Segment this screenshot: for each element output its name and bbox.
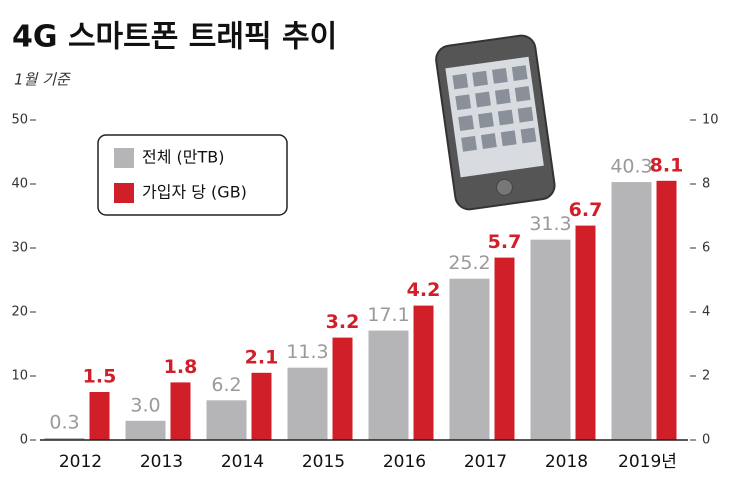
bar <box>332 337 353 440</box>
value-label: 1.5 <box>83 366 117 388</box>
bar <box>251 372 272 440</box>
value-label: 6.7 <box>569 199 603 221</box>
legend-swatch <box>114 183 134 203</box>
bar <box>449 278 490 440</box>
value-label: 25.2 <box>448 252 490 274</box>
y2-tick-label: 4 <box>702 305 710 320</box>
x-tick-label: 2012 <box>59 452 102 472</box>
bar <box>125 420 166 440</box>
value-label: 0.3 <box>49 412 79 434</box>
value-label: 3.0 <box>130 394 160 416</box>
bar <box>494 257 515 440</box>
bar <box>413 305 434 440</box>
x-tick-label: 2015 <box>302 452 345 472</box>
legend-box <box>97 134 288 216</box>
x-tick-label: 2018 <box>545 452 588 472</box>
y-tick-label: 50 <box>11 113 28 128</box>
value-label: 2.1 <box>245 346 279 368</box>
legend-label: 가입자 당 (GB) <box>142 183 247 202</box>
bar <box>206 400 247 440</box>
value-label: 40.3 <box>610 156 652 178</box>
x-tick-label: 2014 <box>221 452 264 472</box>
x-tick-label: 2016 <box>383 452 426 472</box>
bar <box>368 330 409 440</box>
y-tick-label: 10 <box>11 369 28 384</box>
y-tick-label: 40 <box>11 177 28 192</box>
x-tick-label: 2013 <box>140 452 183 472</box>
value-label: 4.2 <box>407 279 441 301</box>
value-label: 5.7 <box>488 231 522 253</box>
bar <box>575 225 596 440</box>
phone-illustration <box>435 34 556 211</box>
bar <box>530 239 571 440</box>
x-tick-label: 2019년 <box>618 452 677 472</box>
y2-tick-label: 6 <box>702 241 710 256</box>
bar <box>170 382 191 440</box>
bar <box>656 180 677 441</box>
bar <box>89 392 110 440</box>
y-tick-label: 0 <box>20 433 28 448</box>
y2-tick-label: 10 <box>702 113 719 128</box>
y2-tick-label: 2 <box>702 369 710 384</box>
y2-tick-label: 8 <box>702 177 710 192</box>
chart-title: 4G 스마트폰 트래픽 추이 <box>12 20 337 55</box>
bar <box>287 367 328 440</box>
value-label: 17.1 <box>367 304 409 326</box>
y2-tick-label: 0 <box>702 433 710 448</box>
value-label: 6.2 <box>211 374 241 396</box>
x-tick-label: 2017 <box>464 452 507 472</box>
bar <box>611 182 652 440</box>
legend-swatch <box>114 148 134 168</box>
legend-label: 전체 (만TB) <box>142 148 224 167</box>
chart-subtitle: 1월 기준 <box>14 71 71 89</box>
value-label: 1.8 <box>164 356 198 378</box>
value-label: 11.3 <box>286 341 328 363</box>
bar <box>44 438 85 440</box>
value-label: 3.2 <box>326 311 360 333</box>
value-label: 31.3 <box>529 213 571 235</box>
y-tick-label: 20 <box>11 305 28 320</box>
y-tick-label: 30 <box>11 241 28 256</box>
value-label: 8.1 <box>650 154 684 176</box>
